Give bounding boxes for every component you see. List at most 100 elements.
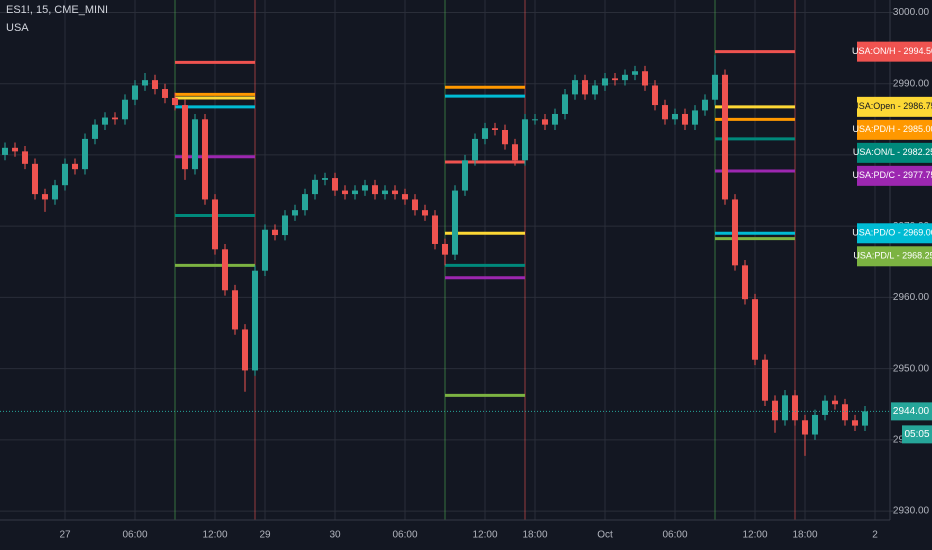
candle-body: [762, 359, 768, 401]
candle-body: [322, 178, 328, 180]
last-price-box: [891, 402, 932, 421]
candle-body: [452, 190, 458, 255]
candle-body: [692, 110, 698, 125]
candle-body: [682, 113, 688, 125]
x-tick-label: 18:00: [522, 530, 547, 541]
candle-body: [32, 163, 38, 195]
candle-body: [792, 395, 798, 421]
x-tick-label: Oct: [597, 530, 613, 541]
candle-body: [642, 71, 648, 86]
time-axis-bg: [0, 520, 932, 550]
candle-body: [22, 151, 28, 164]
candle-body: [622, 74, 628, 81]
candle-body: [82, 138, 88, 170]
candle-body: [42, 194, 48, 200]
candle-body: [502, 130, 508, 145]
candle-body: [342, 190, 348, 195]
candle-body: [212, 199, 218, 250]
level-label-box: [857, 165, 932, 186]
candle-body: [842, 404, 848, 421]
candle-body: [172, 97, 178, 106]
candle-body: [742, 265, 748, 300]
candle-body: [362, 185, 368, 191]
candle-body: [312, 179, 318, 195]
candle-body: [132, 85, 138, 100]
level-label: USA:PD/H - 2985.00: [852, 124, 932, 134]
level-label-box: [857, 223, 932, 244]
x-tick-label: 06:00: [122, 530, 147, 541]
candle-body: [532, 119, 538, 121]
candle-body: [442, 243, 448, 255]
level-label: USA:PD/O - 2969.00: [852, 228, 932, 238]
candle-body: [152, 80, 158, 90]
candle-body: [292, 210, 298, 216]
candle-body: [432, 215, 438, 244]
candle-body: [572, 80, 578, 95]
candle-body: [162, 89, 168, 98]
level-label-box: [857, 142, 932, 163]
x-tick-label: 18:00: [792, 530, 817, 541]
candle-body: [612, 78, 618, 81]
candle-body: [402, 194, 408, 200]
candle-body: [832, 400, 838, 405]
candle-body: [812, 414, 818, 435]
candle-body: [772, 400, 778, 421]
countdown-box: [902, 425, 932, 444]
candle-body: [302, 194, 308, 211]
candle-body: [802, 420, 808, 435]
candle-body: [422, 210, 428, 216]
candle-body: [662, 105, 668, 120]
candle-body: [582, 80, 588, 95]
x-tick-label: 12:00: [742, 530, 767, 541]
y-tick-label: 2990.00: [893, 78, 930, 89]
candle-body: [722, 74, 728, 200]
candle-body: [492, 128, 498, 130]
candle-body: [52, 185, 58, 200]
candle-body: [262, 229, 268, 271]
countdown-label: 05:05: [904, 429, 929, 440]
candle-body: [122, 99, 128, 120]
candle-body: [102, 117, 108, 125]
level-label-box: [857, 96, 932, 117]
candle-body: [252, 270, 258, 371]
candle-body: [712, 74, 718, 100]
candle-body: [782, 395, 788, 421]
level-label: USA:Open - 2986.75: [852, 101, 932, 111]
candle-body: [352, 190, 358, 195]
level-label: USA:ON/H - 2994.50: [852, 46, 932, 56]
candle-body: [822, 400, 828, 415]
price-axis-bg: [890, 0, 932, 550]
candle-body: [182, 105, 188, 170]
level-label: USA:PD/C - 2977.75: [852, 170, 932, 180]
candle-body: [552, 113, 558, 125]
candle-body: [852, 420, 858, 426]
candle-body: [2, 147, 8, 155]
candle-body: [462, 160, 468, 191]
candle-body: [92, 124, 98, 139]
level-label: USA:PD/L - 2968.25: [853, 251, 932, 261]
candle-body: [472, 138, 478, 161]
candle-body: [222, 249, 228, 291]
candle-body: [72, 163, 78, 170]
chart-title: ES1!, 15, CME_MINI: [6, 4, 108, 16]
candle-body: [272, 229, 278, 236]
candle-body: [562, 94, 568, 114]
candle-body: [282, 215, 288, 236]
level-label-box: [857, 119, 932, 140]
candle-body: [62, 163, 68, 186]
level-label: USA:ON/L - 2982.25: [853, 147, 932, 157]
candle-body: [592, 85, 598, 95]
candle-body: [332, 178, 338, 191]
x-tick-label: 29: [259, 530, 271, 541]
candle-body: [232, 290, 238, 330]
candle-body: [752, 299, 758, 360]
candle-body: [672, 113, 678, 120]
x-tick-label: 27: [59, 530, 71, 541]
candle-body: [382, 190, 388, 195]
candle-body: [392, 190, 398, 195]
candle-body: [12, 147, 18, 152]
y-tick-label: 2960.00: [893, 292, 930, 303]
candle-body: [412, 199, 418, 211]
candle-body: [112, 117, 118, 120]
